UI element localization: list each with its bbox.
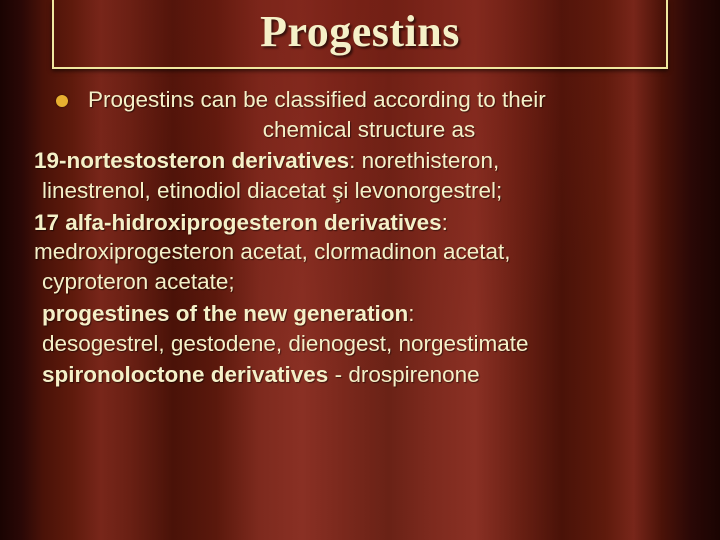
group-3: progestines of the new generation: desog… <box>32 299 688 358</box>
group-3-cont: desogestrel, gestodene, dienogest, norge… <box>42 329 688 359</box>
intro-line-1: Progestins can be classified according t… <box>32 85 688 115</box>
group-3-heading: progestines of the new generation <box>42 301 408 326</box>
title-box: Progestins <box>52 0 668 69</box>
group-1-colon: : norethisteron, <box>349 148 499 173</box>
bullet-icon <box>56 95 68 107</box>
intro-line-2: chemical structure as <box>32 115 688 145</box>
group-4-heading: spironoloctone derivatives <box>42 362 328 387</box>
group-3-colon: : <box>408 301 414 326</box>
intro-text-1: Progestins can be classified according t… <box>88 87 546 112</box>
slide-title: Progestins <box>54 6 666 57</box>
group-2-cont-2: cyproteron acetate; <box>34 267 688 297</box>
slide: Progestins Progestins can be classified … <box>0 0 720 540</box>
group-1-cont: linestrenol, etinodiol diacetat şi levon… <box>34 176 688 206</box>
slide-body: Progestins can be classified according t… <box>30 85 690 390</box>
group-4-after: - drospirenone <box>328 362 479 387</box>
group-1: 19-nortestosteron derivatives: norethist… <box>32 146 688 205</box>
group-2: 17 alfa-hidroxiprogesteron derivatives: … <box>32 208 688 297</box>
group-2-heading: 17 alfa-hidroxiprogesteron derivatives <box>34 210 442 235</box>
group-2-cont-1: medroxiprogesteron acetat, clormadinon a… <box>34 237 688 267</box>
group-4: spironoloctone derivatives - drospirenon… <box>32 360 688 390</box>
group-1-heading: 19-nortestosteron derivatives <box>34 148 349 173</box>
group-2-colon: : <box>442 210 448 235</box>
intro-text-2: chemical structure as <box>263 117 476 142</box>
